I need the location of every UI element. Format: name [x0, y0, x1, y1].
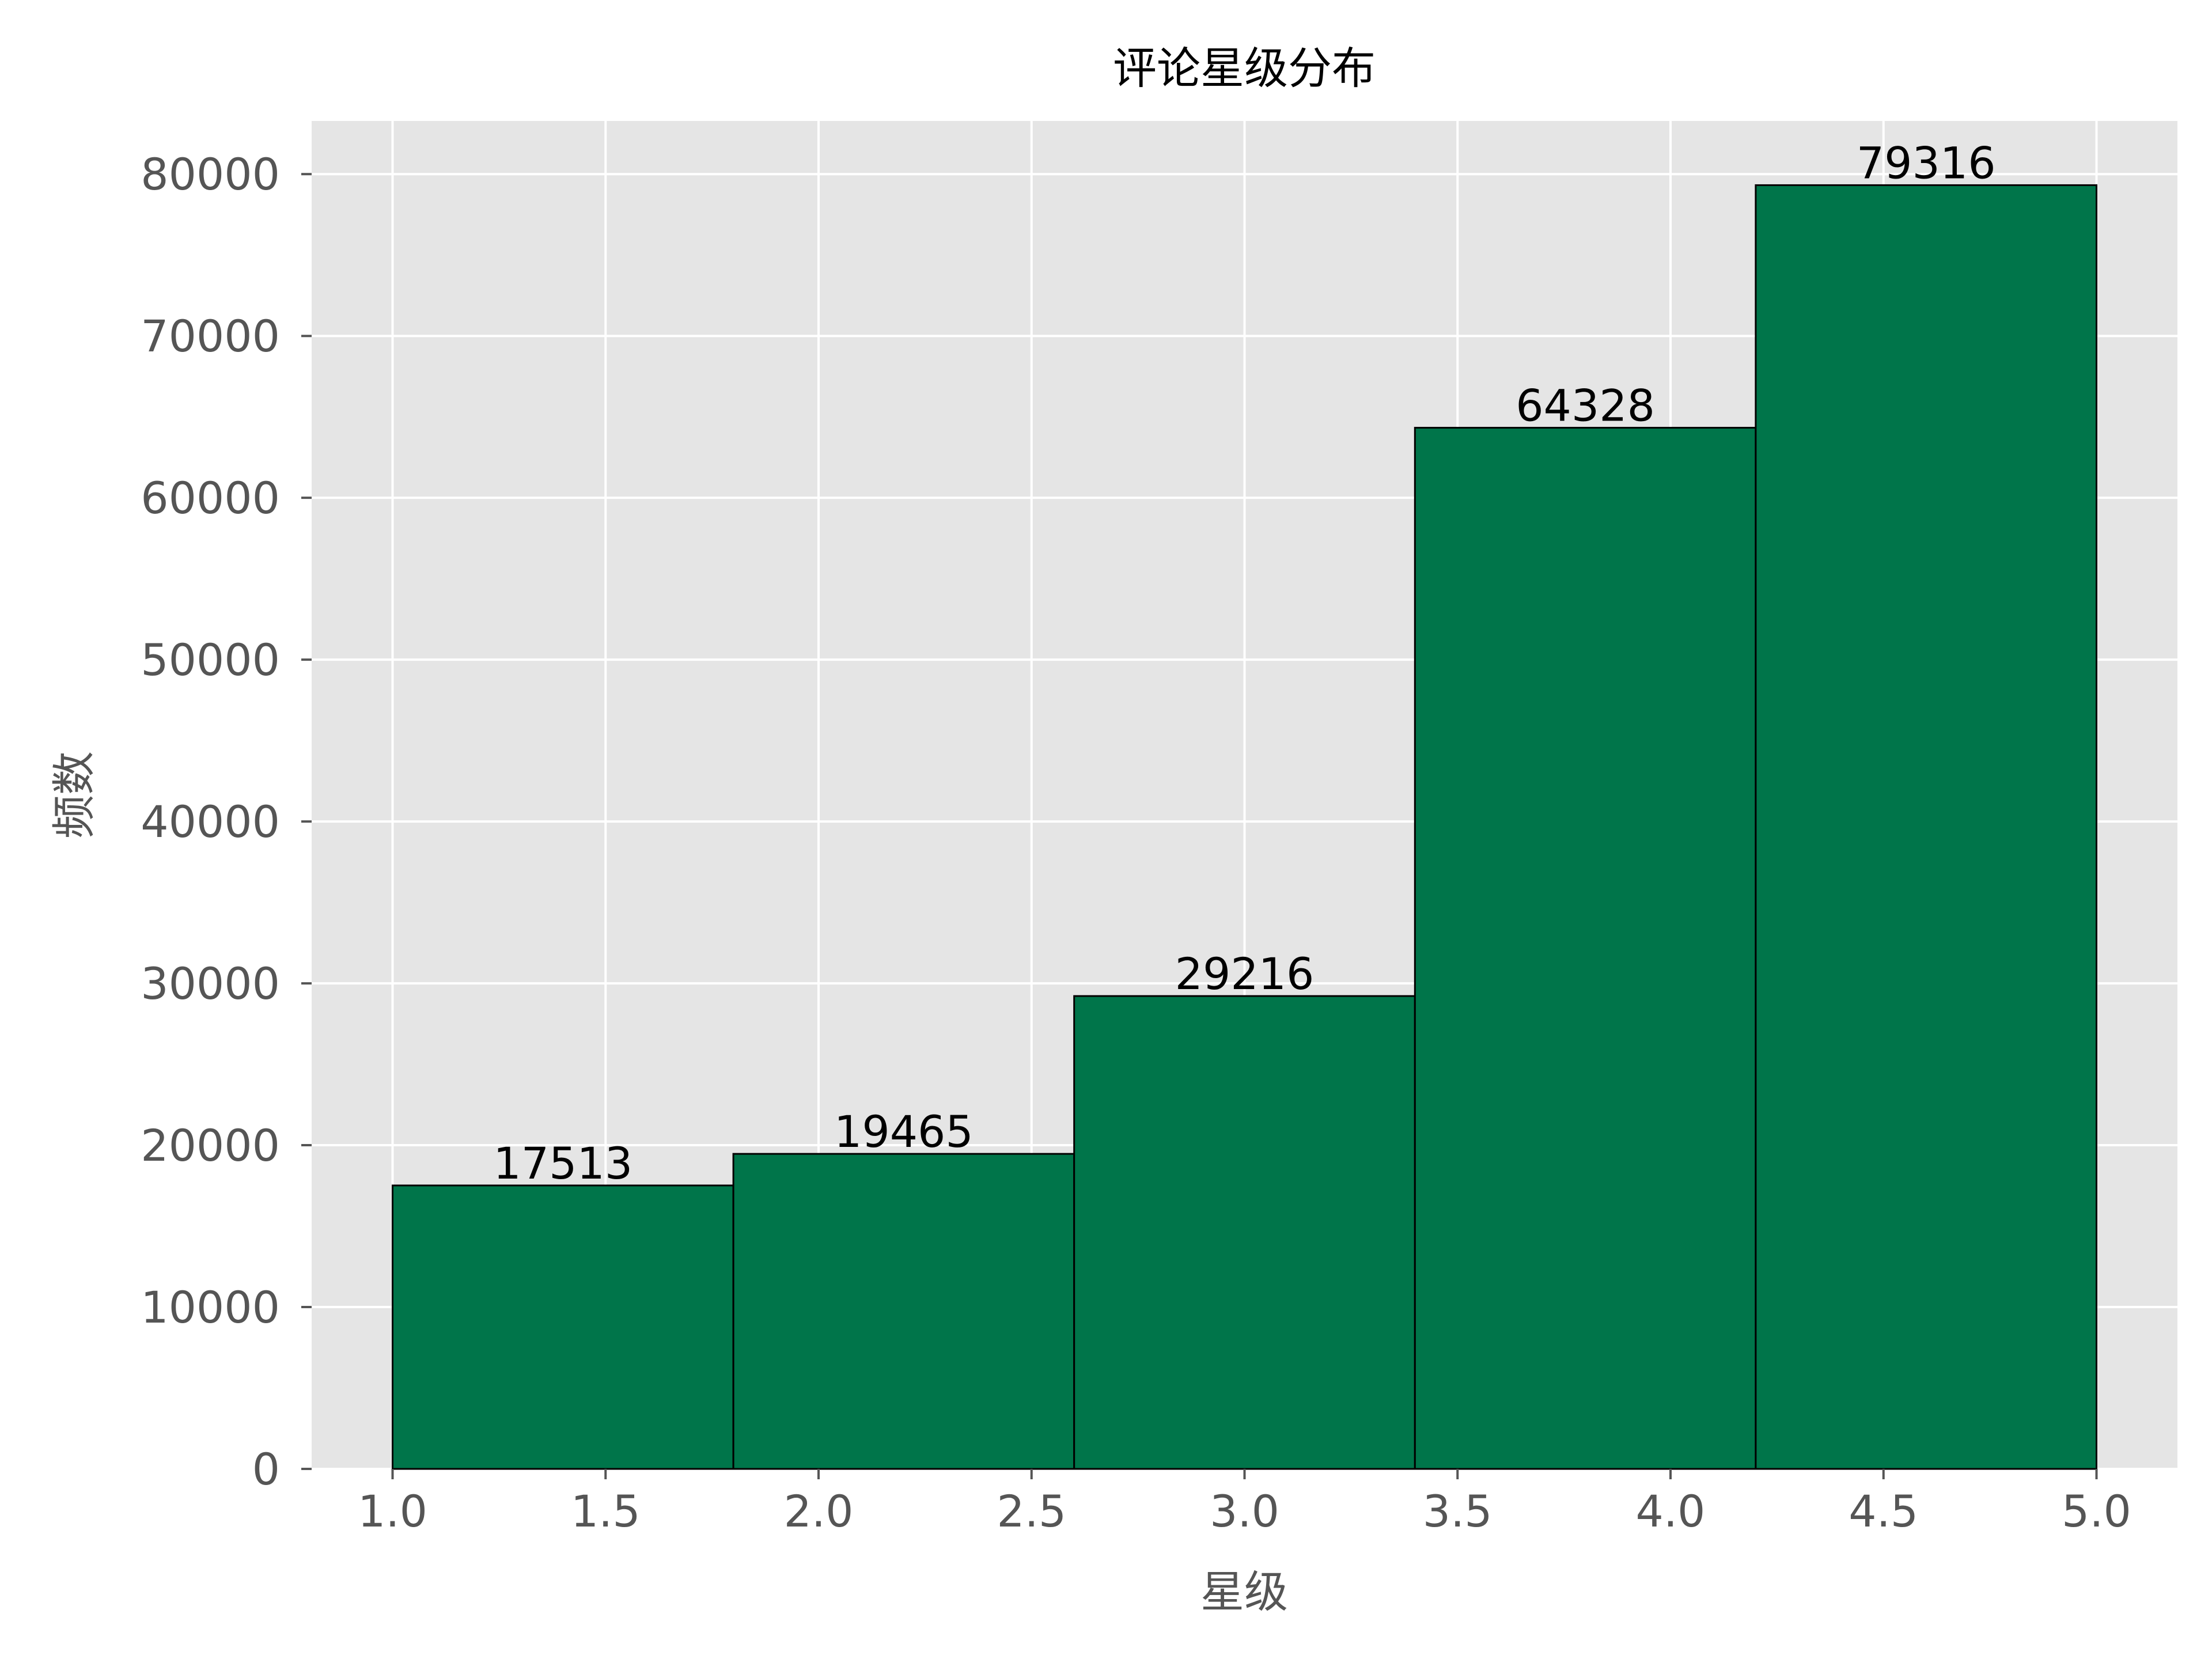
bar-value-labels: 17513 19465 29216 64328 79316 — [493, 137, 1995, 1188]
chart-title: 评论星级分布 — [1113, 43, 1376, 94]
histogram-bar — [392, 1184, 734, 1470]
y-tick-label: 30000 — [141, 958, 280, 1009]
y-axis-label: 频数 — [48, 751, 100, 839]
x-tick-label: 4.0 — [1636, 1486, 1706, 1537]
bar-value-label: 29216 — [1175, 948, 1315, 999]
bar-value-label: 79316 — [1857, 137, 1996, 188]
x-axis-label: 星级 — [1200, 1566, 1288, 1618]
y-tick-label: 40000 — [141, 796, 280, 847]
histogram-bar — [732, 1153, 1075, 1470]
x-tick-label: 3.0 — [1210, 1486, 1279, 1537]
y-tick-label: 80000 — [141, 149, 280, 200]
bars — [392, 184, 2097, 1470]
y-tick-label: 0 — [252, 1444, 280, 1495]
y-tick-label: 60000 — [141, 472, 280, 524]
x-tick-label: 1.0 — [358, 1486, 427, 1537]
y-tick-label: 20000 — [141, 1120, 280, 1171]
x-axis: 1.0 1.5 2.0 2.5 3.0 3.5 4.0 4.5 5.0 — [358, 1469, 2131, 1537]
x-tick-label: 2.5 — [997, 1486, 1066, 1537]
y-axis: 0 10000 20000 30000 40000 50000 60000 70000 8000… — [141, 149, 312, 1495]
x-tick-label: 1.5 — [571, 1486, 641, 1537]
x-tick-label: 3.5 — [1423, 1486, 1493, 1537]
histogram-bar — [1414, 427, 1757, 1470]
y-tick-label: 50000 — [141, 634, 280, 685]
x-tick-label: 2.0 — [784, 1486, 854, 1537]
bar-value-label: 17513 — [493, 1138, 632, 1189]
histogram-bar — [1755, 184, 2097, 1470]
y-tick-label: 10000 — [141, 1282, 280, 1333]
y-tick-label: 70000 — [141, 310, 280, 362]
x-tick-label: 4.5 — [1849, 1486, 1918, 1537]
bar-value-label: 19465 — [834, 1106, 974, 1157]
x-tick-label: 5.0 — [2062, 1486, 2131, 1537]
histogram-bar — [1073, 995, 1416, 1470]
bar-value-label: 64328 — [1516, 380, 1655, 431]
